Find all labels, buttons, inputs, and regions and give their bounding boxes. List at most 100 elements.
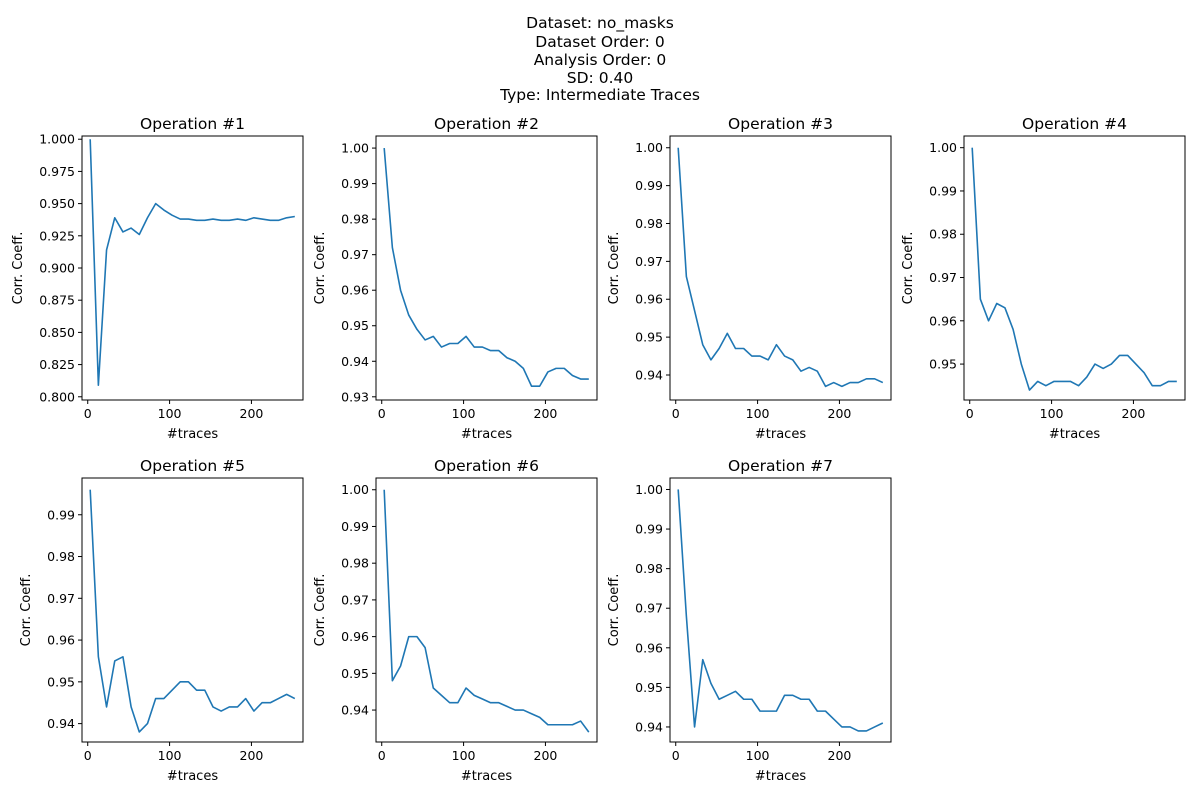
data-point (188, 218, 190, 220)
series-line (383, 489, 590, 733)
data-point (572, 375, 574, 377)
subplot-6: Operation #6 0 100 200 0.94 0.95 0.96 0.97 0.98 0… (313, 457, 598, 784)
data-point (130, 227, 132, 229)
data-point (1143, 372, 1145, 374)
data-point (383, 489, 385, 491)
data-point (278, 220, 280, 222)
data-point (1004, 307, 1006, 309)
data-point (147, 723, 149, 725)
data-point (735, 348, 737, 350)
y-tick-label: 0.98 (635, 216, 663, 231)
x-tick-label: 100 (746, 406, 770, 421)
y-tick-label: 0.95 (929, 357, 957, 372)
y-tick-label: 0.925 (39, 228, 75, 243)
data-point (392, 247, 394, 249)
data-point (424, 339, 426, 341)
y-tick-label: 0.94 (635, 719, 663, 734)
y-tick-label: 0.94 (635, 368, 663, 383)
suptitle-line-3: Analysis Order: 0 (534, 51, 667, 69)
data-point (580, 378, 582, 380)
y-tick-label: 0.95 (47, 674, 75, 689)
data-point (432, 336, 434, 338)
data-point (130, 706, 132, 708)
data-point (457, 343, 459, 345)
subplot-title: Operation #5 (140, 457, 245, 475)
suptitle-line-4: SD: 0.40 (567, 69, 633, 87)
data-point (490, 702, 492, 704)
data-point (767, 359, 769, 361)
y-tick-label: 0.875 (39, 293, 75, 308)
y-axis-label: Corr. Coeff. (313, 232, 328, 305)
data-point (1053, 381, 1055, 383)
y-tick-label: 0.95 (635, 330, 663, 345)
plot-frame (375, 477, 598, 743)
y-tick-label: 0.95 (341, 318, 369, 333)
data-point (751, 355, 753, 357)
data-point (841, 386, 843, 388)
data-point (874, 726, 876, 728)
plot-frame (669, 135, 892, 401)
data-point (726, 694, 728, 696)
y-tick-label: 0.95 (635, 680, 663, 695)
data-point (1135, 363, 1137, 365)
data-point (523, 709, 525, 711)
data-point (482, 698, 484, 700)
data-point (718, 348, 720, 350)
y-axis-label: Corr. Coeff. (11, 232, 26, 305)
x-axis-label: #traces (167, 769, 218, 784)
suptitle-line-5: Type: Intermediate Traces (499, 86, 700, 104)
data-point (138, 731, 140, 733)
data-point (253, 217, 255, 219)
data-point (825, 710, 827, 712)
x-axis-label: #traces (755, 427, 806, 442)
data-point (114, 217, 116, 219)
x-axis-label: #traces (755, 769, 806, 784)
data-point (833, 382, 835, 384)
data-point (138, 234, 140, 236)
plot-frame (81, 135, 304, 401)
x-tick-label: 200 (534, 406, 558, 421)
data-point (1020, 363, 1022, 365)
data-point (866, 730, 868, 732)
y-axis-label: Corr. Coeff. (313, 574, 328, 647)
data-point (1012, 329, 1014, 331)
data-point (245, 220, 247, 222)
data-point (416, 636, 418, 638)
data-point (808, 698, 810, 700)
data-point (424, 647, 426, 649)
data-point (588, 731, 590, 733)
data-point (686, 615, 688, 617)
data-point (473, 346, 475, 348)
data-point (841, 726, 843, 728)
data-point (416, 328, 418, 330)
y-tick-label: 0.94 (47, 716, 75, 731)
data-point (547, 724, 549, 726)
data-point (465, 336, 467, 338)
data-point (1151, 385, 1153, 387)
data-point (849, 382, 851, 384)
data-point (792, 694, 794, 696)
data-point (163, 209, 165, 211)
data-point (710, 683, 712, 685)
data-point (106, 249, 108, 251)
data-point (531, 385, 533, 387)
y-tick-label: 0.97 (635, 601, 663, 616)
y-tick-label: 0.97 (341, 592, 369, 607)
data-point (163, 698, 165, 700)
data-point (776, 710, 778, 712)
data-point (539, 385, 541, 387)
data-point (229, 706, 231, 708)
series-line (383, 148, 589, 387)
y-tick-label: 0.96 (341, 629, 369, 644)
data-point (580, 720, 582, 722)
subplot-4: Operation #4 0 100 200 0.95 0.96 0.97 0.98 0.99 1… (901, 115, 1186, 442)
data-point (735, 691, 737, 693)
subplots-grid: Operation #1 0 100 200 0.800 0.825 0.850 0.875 0… (11, 115, 1186, 784)
subplot-title: Operation #7 (728, 457, 833, 475)
data-point (759, 355, 761, 357)
data-point (1078, 385, 1080, 387)
y-tick-label: 0.96 (635, 640, 663, 655)
data-point (498, 702, 500, 704)
data-point (588, 378, 590, 380)
data-point (89, 138, 91, 140)
